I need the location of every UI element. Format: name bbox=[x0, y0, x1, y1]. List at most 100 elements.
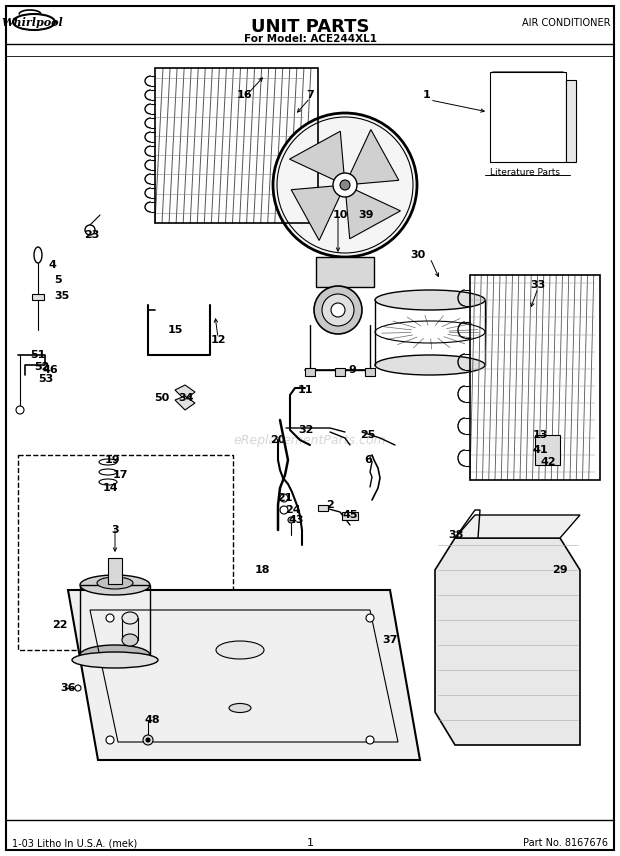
Ellipse shape bbox=[34, 247, 42, 263]
Circle shape bbox=[106, 736, 114, 744]
Circle shape bbox=[366, 736, 374, 744]
Circle shape bbox=[366, 614, 374, 622]
Circle shape bbox=[85, 225, 95, 235]
Bar bbox=[32, 294, 44, 300]
Text: 21: 21 bbox=[277, 493, 293, 503]
Text: Literature Parts: Literature Parts bbox=[490, 168, 560, 177]
Polygon shape bbox=[348, 129, 399, 184]
Text: 37: 37 bbox=[383, 635, 397, 645]
Ellipse shape bbox=[97, 577, 133, 589]
Text: 20: 20 bbox=[270, 435, 286, 445]
Text: 19: 19 bbox=[104, 455, 120, 465]
Ellipse shape bbox=[72, 652, 158, 668]
Text: Part No. 8167676: Part No. 8167676 bbox=[523, 838, 608, 848]
Bar bbox=[122, 618, 138, 640]
Text: UNIT PARTS: UNIT PARTS bbox=[250, 18, 370, 36]
Text: eReplacementParts.com: eReplacementParts.com bbox=[234, 433, 386, 447]
Circle shape bbox=[143, 735, 153, 745]
Text: 35: 35 bbox=[55, 291, 69, 301]
Text: 10: 10 bbox=[332, 210, 348, 220]
Ellipse shape bbox=[99, 479, 117, 485]
Text: 29: 29 bbox=[552, 565, 568, 575]
Text: AIR CONDITIONER: AIR CONDITIONER bbox=[521, 18, 610, 28]
Ellipse shape bbox=[122, 634, 138, 646]
Text: 46: 46 bbox=[42, 365, 58, 375]
Circle shape bbox=[340, 180, 350, 190]
Text: 4: 4 bbox=[48, 260, 56, 270]
Text: 45: 45 bbox=[342, 510, 358, 520]
Text: 1: 1 bbox=[423, 90, 431, 100]
Bar bbox=[80, 585, 150, 655]
Ellipse shape bbox=[322, 294, 354, 326]
Text: 32: 32 bbox=[298, 425, 314, 435]
Text: 48: 48 bbox=[144, 715, 160, 725]
Text: 6: 6 bbox=[364, 455, 372, 465]
Circle shape bbox=[333, 173, 357, 197]
Text: 15: 15 bbox=[167, 325, 183, 335]
Text: 12: 12 bbox=[210, 335, 226, 345]
Text: 1-03 Litho In U.S.A. (mek): 1-03 Litho In U.S.A. (mek) bbox=[12, 838, 137, 848]
Text: 43: 43 bbox=[288, 515, 304, 525]
Bar bbox=[365, 368, 375, 376]
Text: 13: 13 bbox=[533, 430, 547, 440]
Circle shape bbox=[288, 517, 294, 523]
Bar bbox=[155, 68, 318, 223]
Circle shape bbox=[273, 113, 417, 257]
Bar bbox=[335, 368, 345, 376]
Text: 52: 52 bbox=[34, 362, 50, 372]
Ellipse shape bbox=[375, 355, 485, 375]
Circle shape bbox=[280, 494, 288, 502]
Bar bbox=[80, 585, 150, 655]
Text: 53: 53 bbox=[38, 374, 53, 384]
Text: 51: 51 bbox=[30, 350, 46, 360]
Polygon shape bbox=[291, 186, 342, 241]
Text: 14: 14 bbox=[102, 483, 118, 493]
Text: 34: 34 bbox=[179, 393, 193, 403]
Text: 11: 11 bbox=[297, 385, 312, 395]
Ellipse shape bbox=[99, 469, 117, 475]
Bar bbox=[566, 80, 576, 162]
Bar bbox=[490, 72, 566, 162]
Text: 2: 2 bbox=[326, 500, 334, 510]
Text: 3: 3 bbox=[111, 525, 119, 535]
Polygon shape bbox=[290, 131, 344, 181]
Polygon shape bbox=[455, 515, 580, 538]
Text: 17: 17 bbox=[112, 470, 128, 480]
Ellipse shape bbox=[99, 459, 117, 465]
Ellipse shape bbox=[122, 612, 138, 624]
Text: 33: 33 bbox=[530, 280, 546, 290]
Circle shape bbox=[280, 506, 288, 514]
Bar bbox=[470, 275, 600, 480]
Bar bbox=[18, 455, 233, 650]
Ellipse shape bbox=[375, 290, 485, 310]
Polygon shape bbox=[346, 188, 401, 239]
Polygon shape bbox=[68, 590, 420, 760]
Ellipse shape bbox=[13, 14, 55, 30]
Bar bbox=[318, 505, 328, 511]
Circle shape bbox=[106, 614, 114, 622]
Ellipse shape bbox=[80, 645, 150, 665]
Ellipse shape bbox=[331, 303, 345, 317]
Text: 5: 5 bbox=[54, 275, 62, 285]
Text: 39: 39 bbox=[358, 210, 374, 220]
Polygon shape bbox=[175, 385, 195, 400]
Bar bbox=[342, 512, 358, 520]
Text: 25: 25 bbox=[360, 430, 376, 440]
Text: 9: 9 bbox=[348, 365, 356, 375]
Text: 30: 30 bbox=[410, 250, 425, 260]
Text: 50: 50 bbox=[154, 393, 170, 403]
Ellipse shape bbox=[216, 641, 264, 659]
Bar bbox=[305, 368, 315, 376]
Text: 18: 18 bbox=[254, 565, 270, 575]
Text: For Model: ACE244XL1: For Model: ACE244XL1 bbox=[244, 34, 376, 44]
Text: 24: 24 bbox=[285, 505, 301, 515]
Text: 36: 36 bbox=[60, 683, 76, 693]
Bar bbox=[316, 257, 374, 287]
Text: Whirlpool: Whirlpool bbox=[1, 16, 63, 27]
Circle shape bbox=[16, 406, 24, 414]
Bar bbox=[535, 435, 560, 465]
Text: 41: 41 bbox=[532, 445, 548, 455]
Text: 16: 16 bbox=[236, 90, 252, 100]
Polygon shape bbox=[175, 396, 195, 410]
Text: 42: 42 bbox=[540, 457, 556, 467]
